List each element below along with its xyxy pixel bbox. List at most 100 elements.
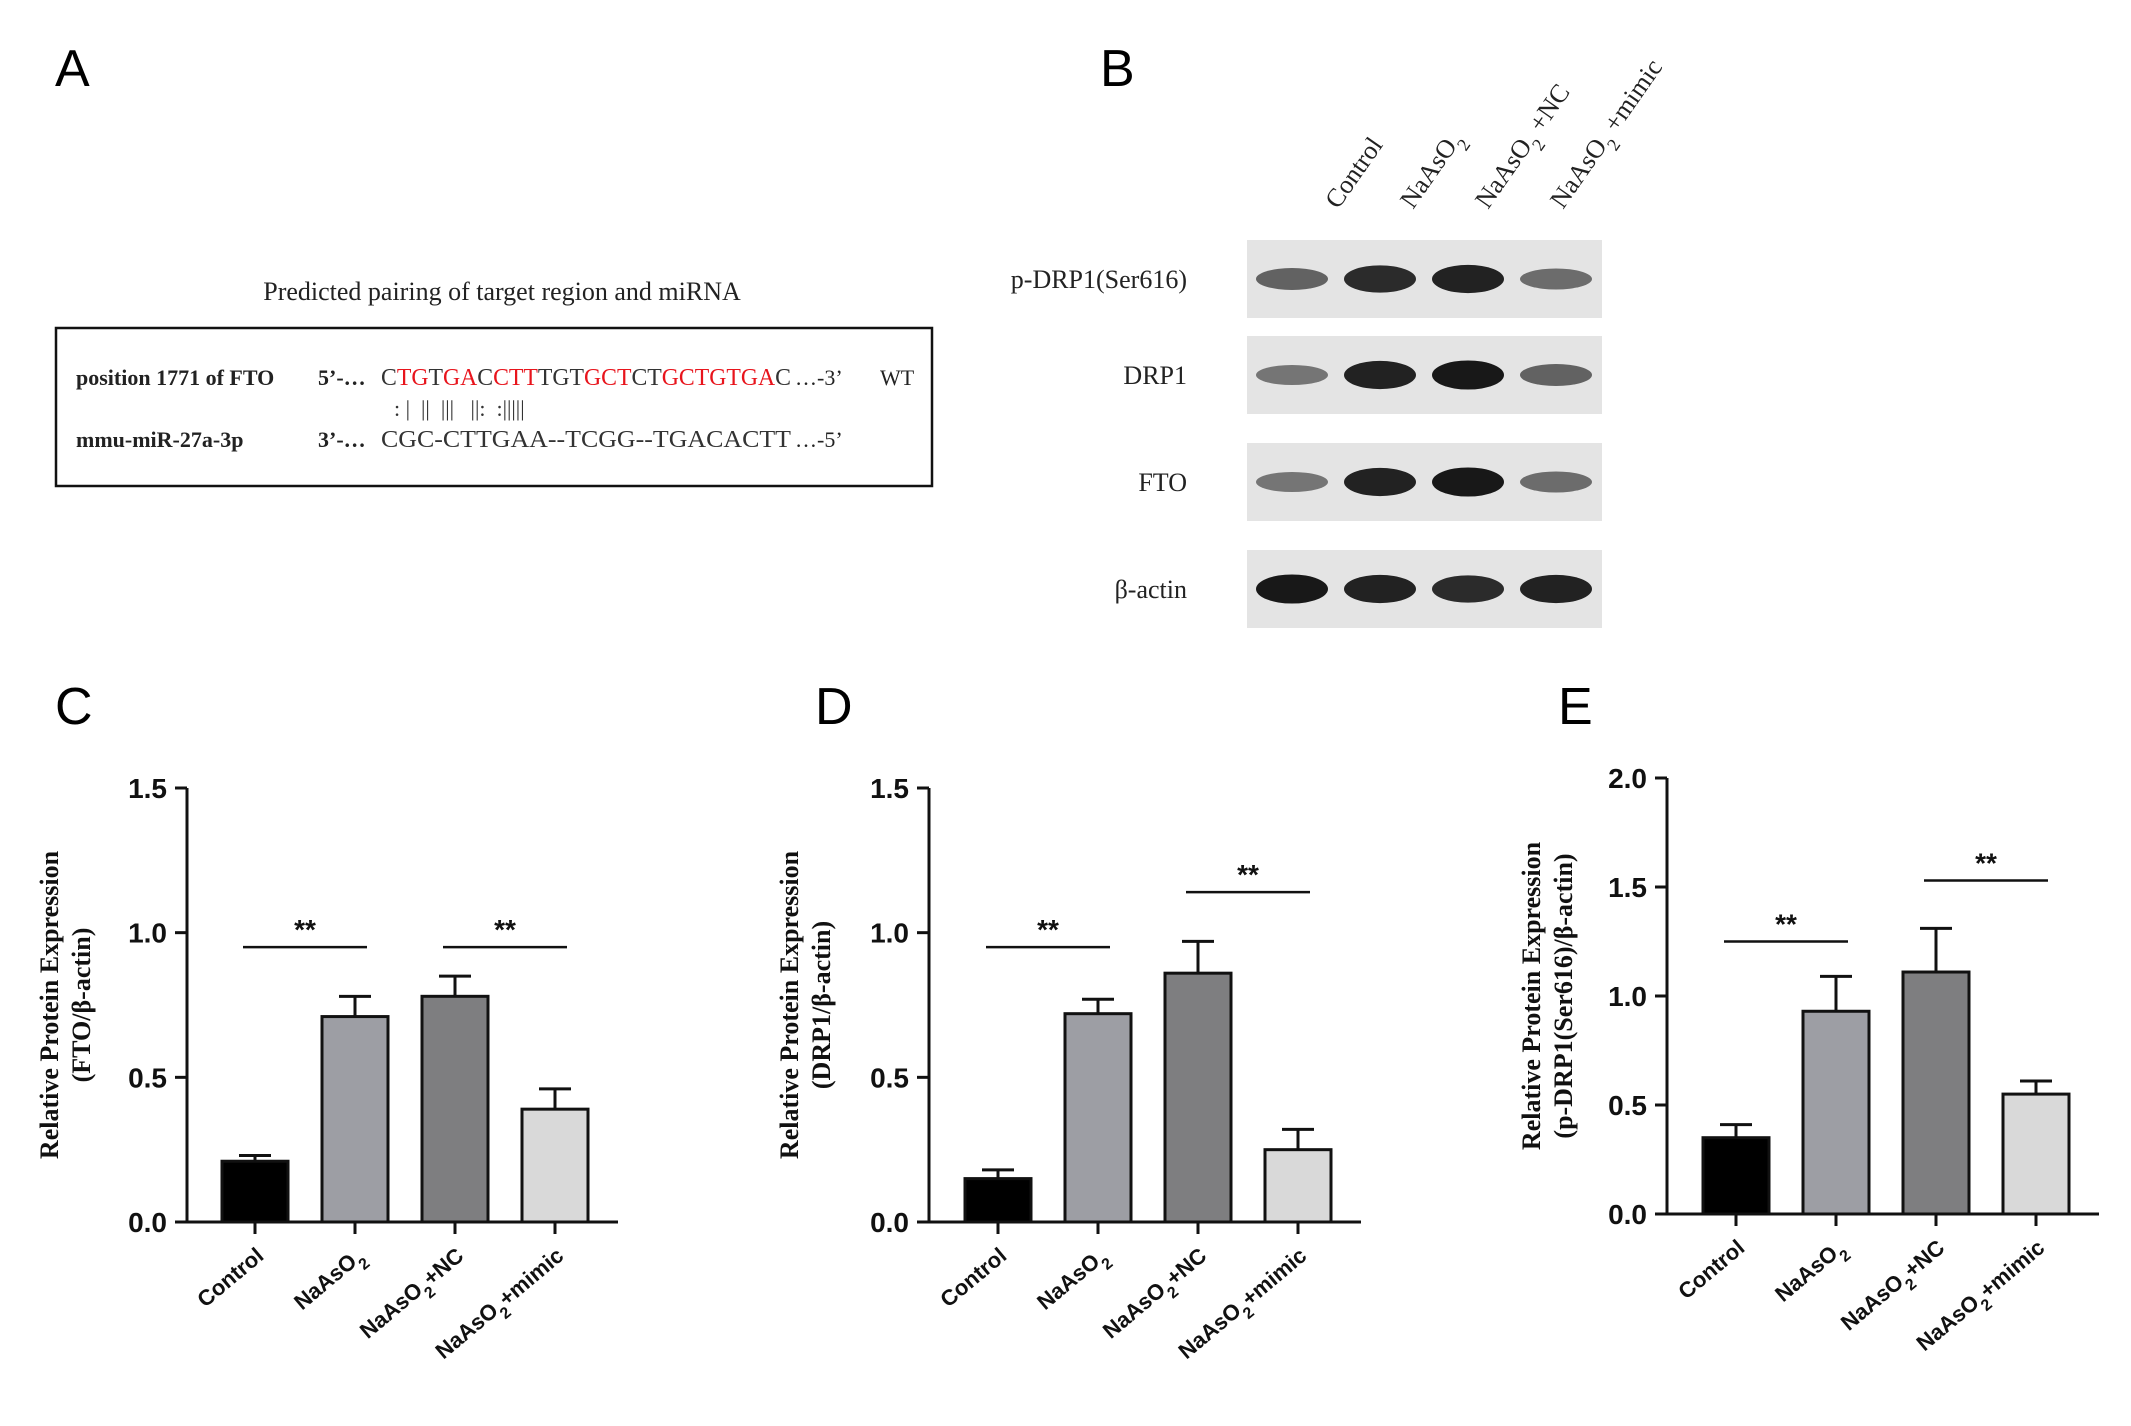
bar bbox=[520, 1107, 590, 1224]
x-tick-label-text: NaAsO bbox=[289, 1248, 361, 1314]
panel-letter-a: A bbox=[55, 40, 90, 98]
lane-label-suffix: +NC bbox=[1519, 79, 1576, 143]
x-tick-label: NaAsO2 bbox=[1770, 1235, 1854, 1313]
bar bbox=[320, 1015, 390, 1224]
target-prefix: 5’-… bbox=[318, 365, 366, 390]
panel-letter-b: B bbox=[1100, 40, 1135, 98]
y-axis-label-line1: Relative Protein Expression bbox=[1517, 841, 1546, 1150]
significance-label: ** bbox=[1975, 847, 1997, 878]
blot-band bbox=[1344, 467, 1416, 497]
chart-d: 0.0 0.5 1.0 1.5 Relative Protein Expression(… bbox=[775, 773, 1361, 1364]
x-tick-label: Control bbox=[192, 1243, 268, 1312]
y-tick-label: 0.0 bbox=[870, 1207, 909, 1238]
target-label: position 1771 of FTO bbox=[76, 365, 274, 390]
y-axis-label-line2: (DRP1/β-actin) bbox=[807, 921, 836, 1089]
x-tick-label: NaAsO2 bbox=[289, 1243, 373, 1321]
target-seq-segment: CTT bbox=[493, 365, 538, 391]
target-seq-segment: T bbox=[428, 365, 443, 391]
y-tick-label: 0.0 bbox=[128, 1207, 167, 1238]
x-tick-label-text: NaAsO bbox=[1836, 1269, 1908, 1335]
panel-a: Predicted pairing of target region and m… bbox=[54, 277, 934, 488]
y-tick-label: 0.5 bbox=[1608, 1090, 1647, 1121]
x-tick-label-subscript: 2 bbox=[1836, 1246, 1854, 1265]
y-axis-label: Relative Protein Expression (DRP1/β-actin… bbox=[775, 850, 836, 1159]
blot-band bbox=[1432, 264, 1504, 294]
lane-label: Control bbox=[1319, 132, 1388, 214]
x-tick-label-text: NaAsO bbox=[1770, 1240, 1842, 1306]
x-tick-label-subscript: 2 bbox=[355, 1254, 373, 1273]
blot-band bbox=[1520, 364, 1592, 386]
x-tick-label-text: NaAsO bbox=[355, 1277, 427, 1343]
y-tick-label: 1.0 bbox=[870, 918, 909, 949]
blot-band bbox=[1432, 467, 1504, 497]
x-tick-label-text: NaAsO bbox=[431, 1298, 503, 1364]
y-tick-label: 1.5 bbox=[870, 773, 909, 804]
x-tick-label-suffix: +mimic bbox=[1237, 1243, 1312, 1311]
blot-band bbox=[1344, 360, 1416, 390]
lane-label-text: NaAsO bbox=[1469, 133, 1537, 214]
x-tick-label-suffix: +NC bbox=[1899, 1235, 1949, 1283]
y-tick-label: 0.5 bbox=[870, 1062, 909, 1093]
bar bbox=[1701, 1136, 1771, 1216]
target-seq-segment: C bbox=[775, 365, 791, 391]
lane-label-text: NaAsO bbox=[1394, 133, 1462, 214]
y-tick-label: 1.0 bbox=[1608, 981, 1647, 1012]
x-tick-label-text: NaAsO bbox=[1098, 1277, 1170, 1343]
blot-label: p-DRP1(Ser616) bbox=[1011, 265, 1187, 294]
panel-letter-d: D bbox=[815, 678, 853, 736]
target-seq-segment: C bbox=[477, 365, 493, 391]
blot-band bbox=[1520, 471, 1592, 493]
y-tick-label: 0.5 bbox=[128, 1062, 167, 1093]
x-tick-label-subscript: 2 bbox=[1098, 1254, 1116, 1273]
blot-label: FTO bbox=[1138, 468, 1187, 497]
y-tick-label: 1.5 bbox=[1608, 872, 1647, 903]
wt-label: WT bbox=[880, 365, 915, 390]
y-axis-label-line1: Relative Protein Expression bbox=[35, 850, 64, 1159]
bar bbox=[1263, 1148, 1333, 1224]
mirna-prefix: 3’-… bbox=[318, 427, 366, 452]
y-axis-label: Relative Protein Expression (p-DRP1(Ser61… bbox=[1517, 841, 1578, 1150]
target-suffix: …-3’ bbox=[795, 365, 843, 390]
blot-band bbox=[1520, 574, 1592, 604]
target-seq-segment: GCT bbox=[584, 365, 632, 391]
target-seq-segment: TG bbox=[397, 365, 429, 391]
x-tick-label-text: NaAsO bbox=[1032, 1248, 1104, 1314]
target-sequence: CTGTGACCTTTGTGCTCTGCTGTGAC bbox=[381, 365, 791, 391]
x-tick-label-text: NaAsO bbox=[1174, 1298, 1246, 1364]
lane-label: NaAsO2 +mimic bbox=[1544, 54, 1674, 218]
y-tick-label: 1.0 bbox=[128, 918, 167, 949]
significance-label: ** bbox=[1037, 914, 1059, 945]
x-tick-label: Control bbox=[1673, 1235, 1749, 1304]
blot-band bbox=[1256, 471, 1328, 493]
blot-band bbox=[1520, 268, 1592, 290]
bar bbox=[2001, 1092, 2071, 1216]
significance-label: ** bbox=[1775, 909, 1797, 940]
target-seq-segment: CT bbox=[631, 365, 662, 391]
y-tick-label: 0.0 bbox=[1608, 1199, 1647, 1230]
target-seq-segment: GA bbox=[443, 365, 478, 391]
mirna-label: mmu-miR-27a-3p bbox=[76, 427, 243, 452]
chart-e: 0.0 0.5 1.0 1.5 2.0 Relative Protein Expressi… bbox=[1517, 763, 2099, 1356]
x-tick-label: Control bbox=[935, 1243, 1011, 1312]
target-seq-segment: TGT bbox=[538, 365, 584, 391]
blot-label: β-actin bbox=[1115, 575, 1187, 604]
significance-label: ** bbox=[294, 914, 316, 945]
blot-band bbox=[1256, 574, 1328, 604]
pairing-marks: : | || ||| ||: :||||| bbox=[394, 396, 525, 421]
bar bbox=[420, 994, 490, 1224]
bar bbox=[220, 1159, 290, 1224]
target-seq-segment: C bbox=[381, 365, 397, 391]
bar bbox=[963, 1177, 1033, 1224]
blot-label: DRP1 bbox=[1123, 361, 1187, 390]
blot-band bbox=[1256, 268, 1328, 290]
mirna-sequence: CGC-CTTGAA--TCGG--TGACACTT bbox=[381, 427, 791, 453]
y-axis-label: Relative Protein Expression (FTO/β-actin) bbox=[35, 850, 96, 1159]
panel-letter-e: E bbox=[1558, 678, 1593, 736]
y-axis-label-line2: (p-DRP1(Ser616)/β-actin) bbox=[1549, 853, 1578, 1138]
blot-band bbox=[1432, 360, 1504, 390]
significance-label: ** bbox=[494, 914, 516, 945]
significance-label: ** bbox=[1237, 859, 1259, 890]
bar bbox=[1801, 1009, 1871, 1216]
lane-label-text: NaAsO bbox=[1544, 133, 1612, 214]
